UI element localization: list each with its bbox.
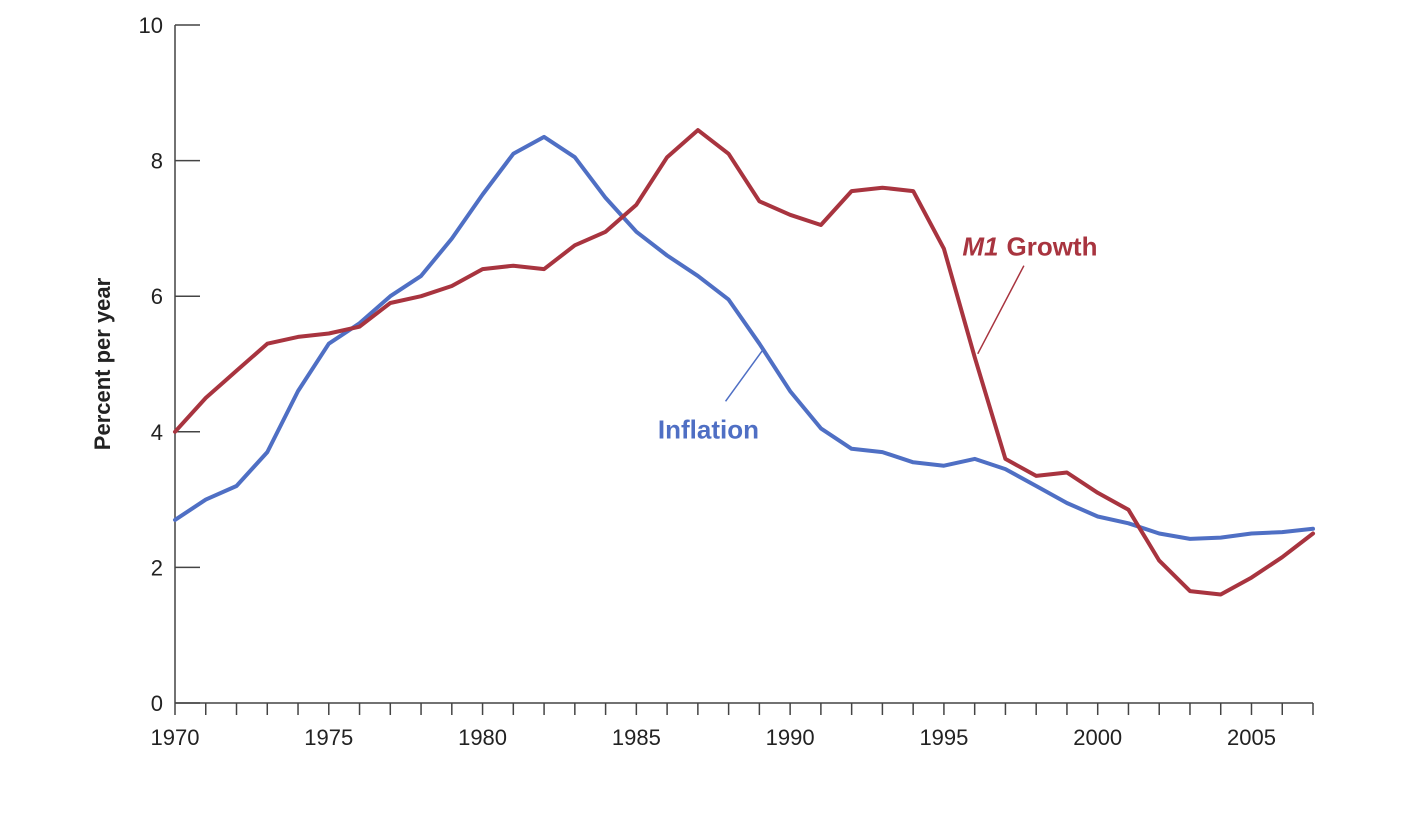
m1-growth-leader-line: [977, 265, 1025, 355]
x-tick-label: 1975: [304, 725, 353, 750]
x-tick-label: 1995: [919, 725, 968, 750]
y-tick-label: 6: [151, 284, 163, 309]
inflation-label: Inflation: [658, 415, 759, 445]
inflation-leader-line: [724, 349, 764, 402]
x-tick-label: 1980: [458, 725, 507, 750]
axes: 0 2 4 6 8 10 1970 1975 1980 1985 1990 1995 2000 2005: [139, 13, 1314, 750]
y-tick-label: 2: [151, 555, 163, 580]
y-axis-title: Percent per year: [90, 277, 115, 450]
m1-growth-label-italic: M1: [962, 232, 998, 262]
series-annotations: Inflation M1 Growth: [658, 232, 1098, 445]
m1-growth-label: M1 Growth: [962, 232, 1097, 262]
m1-growth-line: [173, 128, 1315, 597]
x-tick-label: 1990: [766, 725, 815, 750]
y-tick-label: 4: [151, 420, 163, 445]
m1-growth-label-rest: Growth: [1006, 232, 1097, 262]
x-tick-label: 2000: [1073, 725, 1122, 750]
y-tick-label: 8: [151, 149, 163, 174]
y-tick-label: 10: [139, 13, 163, 38]
series-lines: [173, 128, 1315, 597]
x-tick-label: 1970: [151, 725, 200, 750]
inflation-line: [173, 134, 1315, 541]
y-tick-label: 0: [151, 691, 163, 716]
x-tick-label: 1985: [612, 725, 661, 750]
x-tick-label: 2005: [1227, 725, 1276, 750]
